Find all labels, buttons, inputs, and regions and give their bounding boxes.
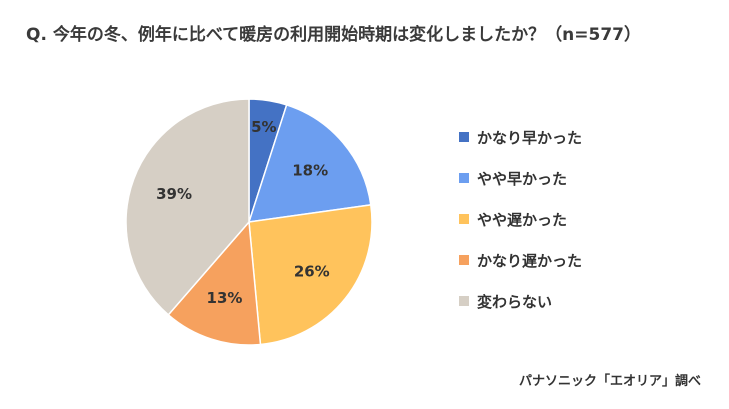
legend-swatch bbox=[459, 296, 469, 306]
pie-slice-label-0: 5% bbox=[251, 118, 276, 136]
pie-slice-labels: 5% 18% 26% 13% 39% bbox=[156, 118, 330, 307]
pie-slice-label-1: 18% bbox=[292, 161, 328, 179]
pie-slice-3 bbox=[167, 220, 262, 346]
legend-label: やや早かった bbox=[477, 169, 568, 188]
legend-swatch bbox=[459, 214, 469, 224]
source-credit: パナソニック「エオリア」調べ bbox=[518, 374, 701, 389]
pie-slice-1 bbox=[247, 103, 372, 223]
legend-label: かなり早かった bbox=[477, 128, 583, 147]
legend-item-3: かなり遅かった bbox=[459, 250, 582, 270]
pie-slice-label-2: 26% bbox=[294, 263, 330, 281]
pie-slice-label-3: 13% bbox=[207, 289, 243, 307]
legend-swatch bbox=[459, 132, 469, 142]
legend-item-4: 変わらない bbox=[459, 291, 582, 311]
pie-slice-label-4: 39% bbox=[156, 185, 192, 203]
pie-slice-2 bbox=[248, 203, 373, 346]
chart-title: Q. 今年の冬、例年に比べて暖房の利用開始時期は変化しましたか？（n=577） bbox=[26, 25, 641, 45]
legend-label: 変わらない bbox=[477, 292, 553, 311]
chart-legend: かなり早かった やや早かった やや遅かった かなり遅かった 変わらない bbox=[459, 127, 582, 332]
legend-swatch bbox=[459, 173, 469, 183]
legend-item-0: かなり早かった bbox=[459, 127, 582, 147]
pie-slices bbox=[125, 98, 373, 346]
legend-label: かなり遅かった bbox=[477, 251, 583, 270]
legend-swatch bbox=[459, 255, 469, 265]
legend-item-2: やや遅かった bbox=[459, 209, 582, 229]
legend-item-1: やや早かった bbox=[459, 168, 582, 188]
legend-label: やや遅かった bbox=[477, 210, 568, 229]
pie-slice-4 bbox=[125, 98, 250, 316]
